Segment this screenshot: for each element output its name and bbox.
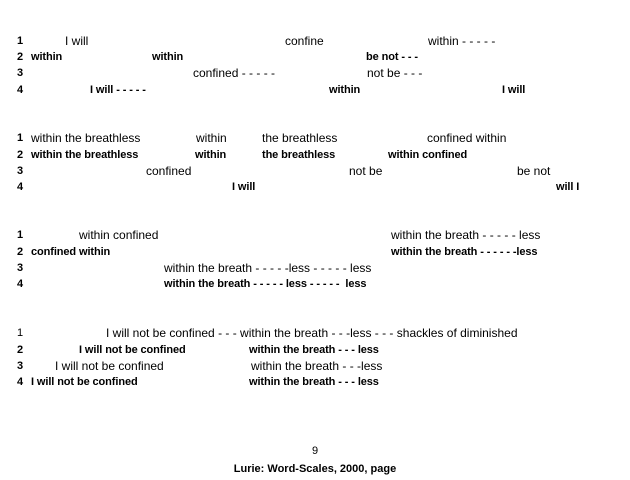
line-number: 3 <box>17 360 24 372</box>
text-segment: within the breath - - - - - less - - - -… <box>164 278 367 290</box>
text-segment: confined - - - - - <box>193 66 276 80</box>
text-segment: within <box>195 149 227 161</box>
text-segment: within the breath - - -less <box>251 359 383 373</box>
text-segment: I will not be confined <box>31 376 138 388</box>
text-segment: will I <box>556 181 580 193</box>
text-segment: within <box>31 51 63 63</box>
line-number: 1 <box>17 35 24 47</box>
text-segment: I will <box>232 181 256 193</box>
text-segment: within <box>196 131 227 145</box>
line-number: 4 <box>17 181 24 193</box>
line-number: 1 <box>17 327 24 339</box>
text-segment: be not <box>517 164 551 178</box>
text-segment: I will not be confined <box>55 359 164 373</box>
text-segment: confined <box>146 164 192 178</box>
text-segment: within confined <box>388 149 468 161</box>
text-segment: within - - - - - <box>428 34 496 48</box>
text-segment: the breathless <box>262 149 336 161</box>
text-segment: I will <box>65 34 89 48</box>
line-number: 4 <box>17 278 24 290</box>
text-segment: within the breath - - - less <box>249 376 379 388</box>
line-number: 3 <box>17 262 24 274</box>
text-segment: confined within <box>31 246 111 258</box>
text-segment: within <box>329 84 361 96</box>
text-segment: within <box>152 51 184 63</box>
text-segment: be not - - - <box>366 51 418 63</box>
line-number: 2 <box>17 344 24 356</box>
text-segment: confined within <box>427 131 507 145</box>
line-number: 2 <box>17 51 24 63</box>
line-number: 4 <box>17 376 24 388</box>
text-segment: within the breath - - - - -less - - - - … <box>164 261 372 275</box>
line-number: 4 <box>17 84 24 96</box>
text-segment: within the breath - - - - - less <box>391 228 541 242</box>
line-number: 3 <box>17 165 24 177</box>
text-segment: I will - - - - - <box>90 84 146 96</box>
text-segment: within confined <box>79 228 159 242</box>
text-segment: within the breathless <box>31 149 139 161</box>
text-segment: within the breath - - - - - -less <box>391 246 538 258</box>
text-segment: the breathless <box>262 131 338 145</box>
text-segment: I will not be confined <box>79 344 186 356</box>
text-segment: not be - - - <box>367 66 423 80</box>
text-segment: within the breathless <box>31 131 141 145</box>
text-segment: I will <box>502 84 526 96</box>
text-segment: confine <box>285 34 324 48</box>
line-number: 2 <box>17 246 24 258</box>
line-number: 3 <box>17 67 24 79</box>
text-segment: I will not be confined - - - within the … <box>106 326 518 340</box>
caption: Lurie: Word-Scales, 2000, page <box>233 463 397 475</box>
page-number: 9 <box>311 445 319 457</box>
text-segment: within the breath - - - less <box>249 344 379 356</box>
text-segment: not be <box>349 164 383 178</box>
line-number: 2 <box>17 149 24 161</box>
line-number: 1 <box>17 229 24 241</box>
line-number: 1 <box>17 132 24 144</box>
